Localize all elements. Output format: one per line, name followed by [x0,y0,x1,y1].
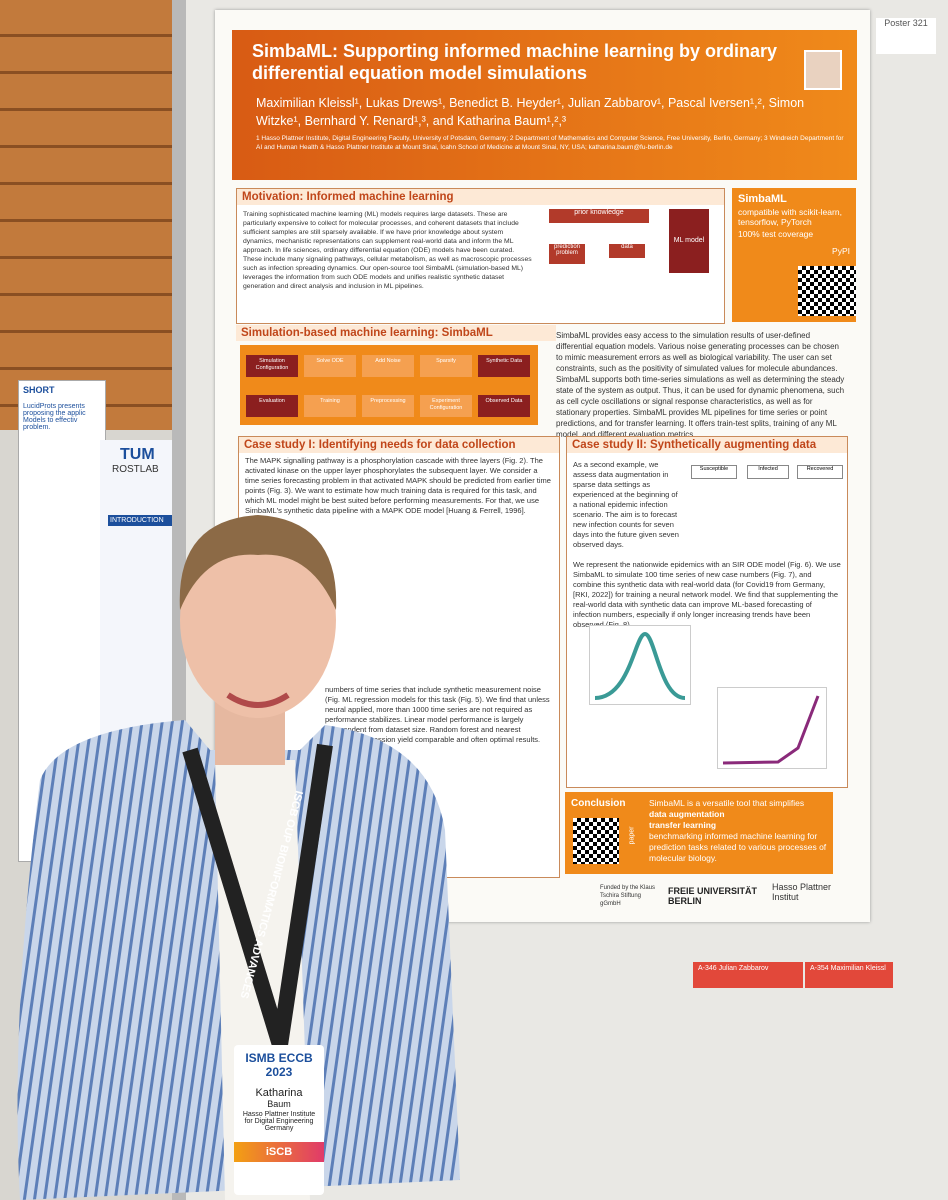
author-photo [804,50,842,90]
sir-node: Infected [747,465,789,479]
sidebar-item: compatible with scikit-learn, tensorflow… [738,207,842,227]
badge-event: ISMB ECCB 2023 [245,1051,313,1079]
pipeline-step: Add Noise [362,355,414,377]
conclusion-item: data augmentation [649,809,725,819]
logo-fu: FREIE UNIVERSITÄT BERLIN [668,886,758,906]
badge-first-name: Katharina [255,1087,303,1099]
diagram-node: data [609,244,645,258]
pipeline-step: Evaluation [246,395,298,417]
poster-authors: Maximilian Kleissl¹, Lukas Drews¹, Bened… [256,96,805,128]
smile [226,692,290,708]
sidebar-item: 100% test coverage [738,229,814,239]
figure-plot [589,625,691,705]
pipeline-step: Solve ODE [304,355,356,377]
badge-last-name: Baum [267,1099,291,1109]
figure-plot [717,687,827,769]
conclusion-text: SimbaML is a versatile tool that simplif… [649,798,829,864]
sir-node: Recovered [797,465,843,479]
badge-affiliation: Hasso Plattner Institute for Digital Eng… [242,1111,316,1132]
pipeline-step: Training [304,395,356,417]
plot [594,631,686,700]
section-heading: Case study II: Synthetically augmenting … [567,437,847,453]
poster-affiliations: 1 Hasso Plattner Institute, Digital Engi… [256,135,844,151]
qr-code [573,818,619,864]
poster-header: SimbaML: Supporting informed machine lea… [232,30,857,180]
side-heading: SHORT [23,385,55,395]
conclusion-item: transfer learning [649,820,717,830]
section-text: Training sophisticated machine learning … [243,211,532,290]
side-text: LucidProts presents proposing the applic… [23,403,86,431]
motivation-box: Motivation: Informed machine learning Tr… [236,188,725,324]
section-heading: Motivation: Informed machine learning [237,189,724,205]
pipeline-step: Preprocessing [362,395,414,417]
curve [594,631,686,700]
case2-box: Case study II: Synthetically augmenting … [566,436,848,788]
plot [722,695,820,765]
funding: Funded by the Klaus Tschira Stiftung gGm… [600,885,656,907]
paper-label: paper [628,826,636,845]
logo-hpi: Hasso Plattner Institut [772,882,832,902]
pipeline-step: Observed Data [478,395,530,417]
pipeline-step: Experiment Configuration [420,395,472,417]
lab-name: ROSTLAB [112,464,159,475]
sidebar: SimbaML compatible with scikit-learn, te… [732,188,856,322]
intro-heading: INTRODUCTION [108,515,180,526]
section-text: We represent the nationwide epidemics wi… [573,560,841,629]
sir-node: Susceptible [691,465,737,479]
diagram-node: prediction problem [549,244,585,264]
wood-wall [0,0,190,430]
tum-logo: TUM [120,446,155,463]
label-tag: A-354 Maximilian Kleissl [805,962,893,988]
conclusion-item: benchmarking informed machine learning f… [649,831,827,863]
face [180,522,336,718]
conclusion: Conclusion paper SimbaML is a versatile … [565,792,833,874]
pipeline-step: Simulation Configuration [246,355,298,377]
poster-number: Poster 321 [876,18,936,54]
section-heading: Simulation-based machine learning: Simba… [236,325,556,341]
section-text: numbers of time series that include synt… [325,685,550,744]
badge-org: iSCB [234,1142,324,1162]
conclusion-lead: SimbaML is a versatile tool that simplif… [649,798,805,808]
section-heading: Case study I: Identifying needs for data… [239,437,559,453]
label-tag: A-346 Julian Zabbarov [693,962,803,988]
poster-title: SimbaML: Supporting informed machine lea… [252,41,778,83]
section-text: The MAPK signalling pathway is a phospho… [245,456,551,515]
person: ISCB OUP BIOINFORMATICS ADVANCES [17,515,460,1200]
name-badge: ISMB ECCB 2023 Katharina Baum Hasso Plat… [234,1045,324,1195]
simulation-heading-wrap: Simulation-based machine learning: Simba… [236,325,556,341]
sidebar-title: SimbaML [738,193,787,205]
simulation-text: SimbaML provides easy access to the simu… [556,331,845,439]
pipeline-step: Synthetic Data [478,355,530,377]
conclusion-heading: Conclusion [571,798,626,809]
qr-code [798,266,856,316]
section-text: As a second example, we assess data augm… [573,460,679,549]
pypi-label: PyPI [832,246,850,256]
curve [722,695,820,765]
pipeline-step: Sparsify [420,355,472,377]
pipeline-diagram: Simulation Configuration Solve ODE Add Noi… [240,345,538,425]
diagram-node: ML model [669,209,709,273]
diagram-node: prior knowledge [549,209,649,223]
hair [179,515,337,610]
